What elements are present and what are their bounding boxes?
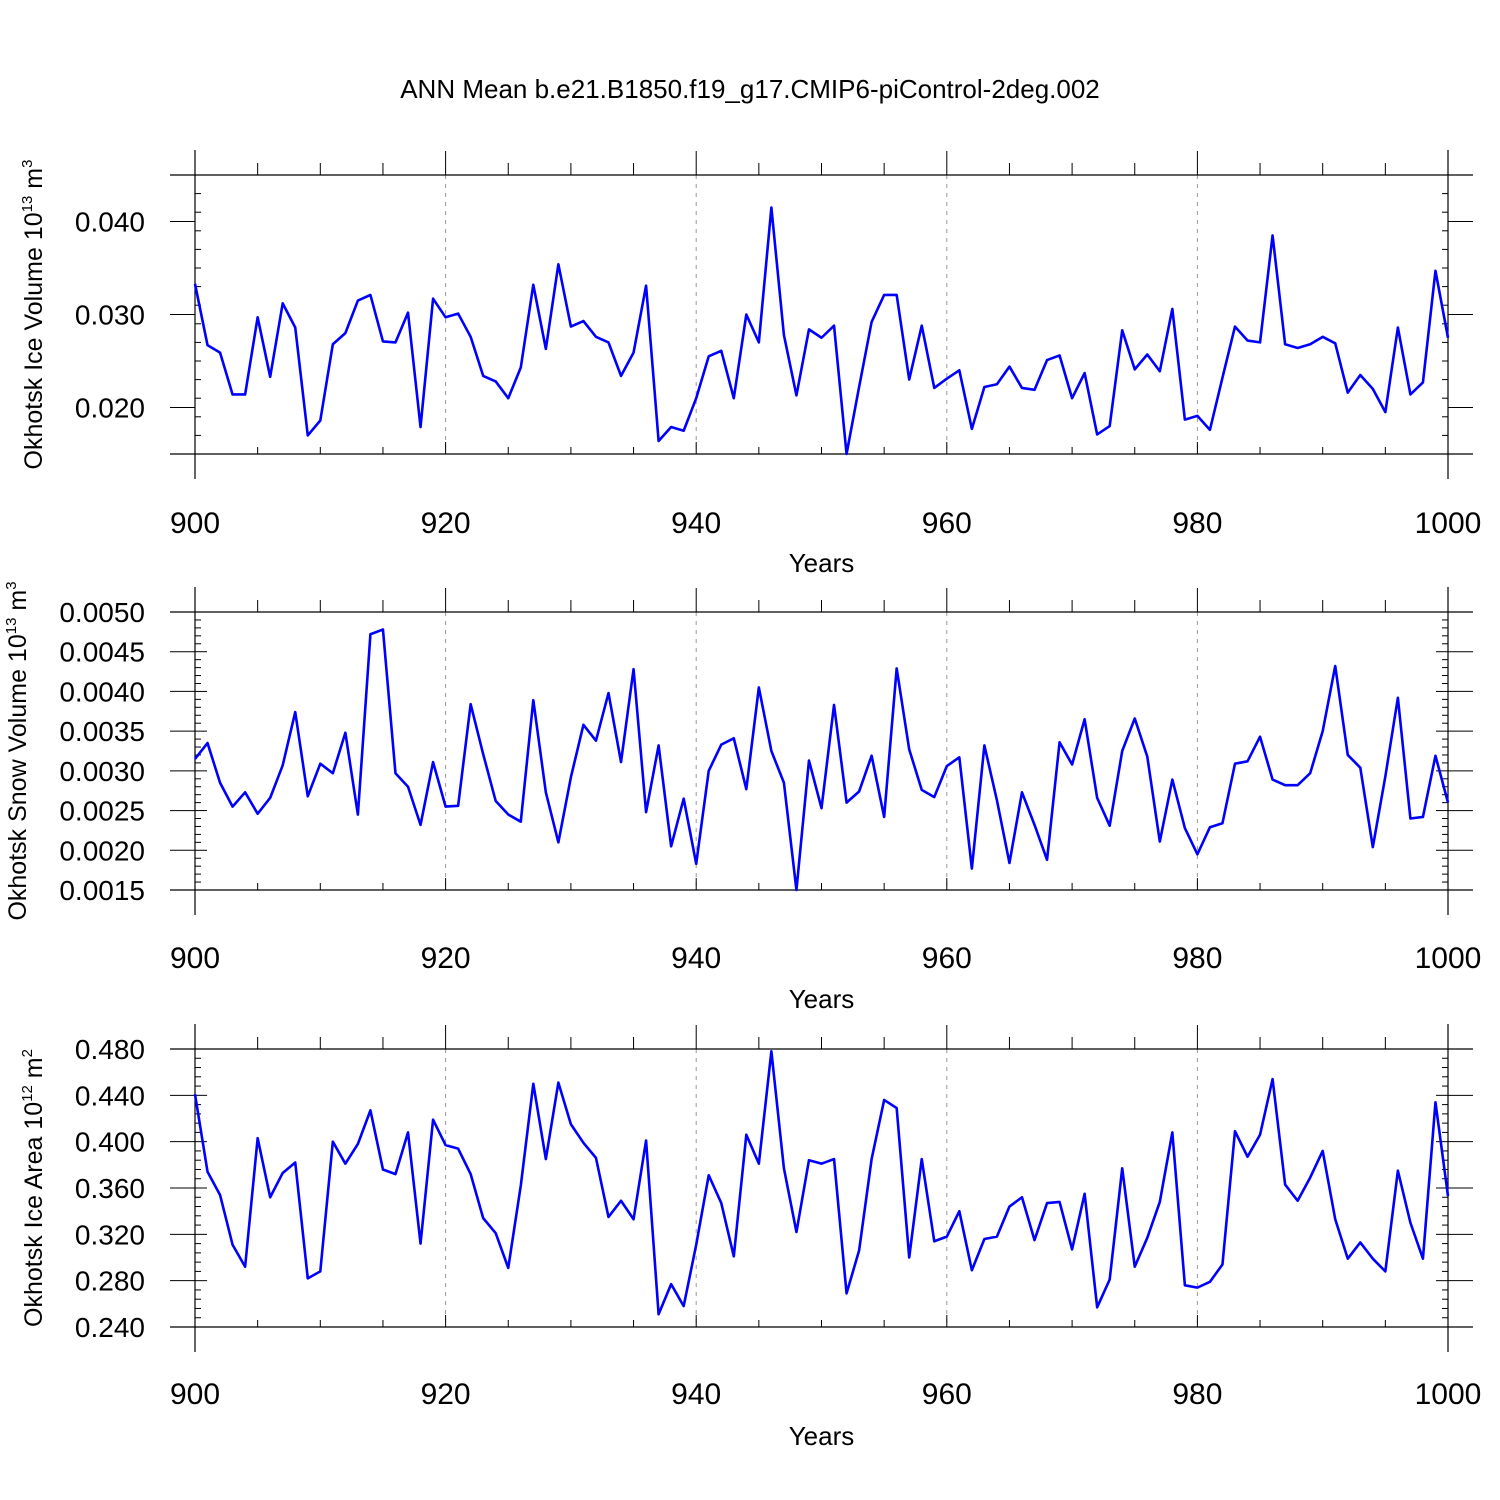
y-axis-title-exponent: 12 xyxy=(19,1085,36,1102)
series-line xyxy=(193,628,1450,892)
x-tick-label: 980 xyxy=(1172,507,1222,540)
x-tick-label: 1000 xyxy=(1415,507,1482,540)
y-axis-title: Okhotsk Ice Volume 1013 m3 xyxy=(19,160,48,470)
x-tick-label: 980 xyxy=(1172,1378,1222,1411)
panel-3: 0.240 0.280 0.320 0.360 0.400 0.440 0.480 900 92… xyxy=(19,1024,1481,1451)
y-axis-title: Okhotsk Snow Volume 1013 m3 xyxy=(3,581,32,920)
y-tick-label: 0.0035 xyxy=(59,716,145,747)
y-tick-label: 0.0025 xyxy=(59,796,145,827)
y-tick-label: 0.020 xyxy=(75,393,145,424)
x-tick-label: 940 xyxy=(671,942,721,975)
x-tick-label: 920 xyxy=(421,942,471,975)
y-axis-title-text: Okhotsk Snow Volume 10 xyxy=(4,634,32,920)
panel-1: 0.020 0.030 0.040 900 920 940 960 980 1000 Years O… xyxy=(19,150,1481,578)
y-tick-label: 0.320 xyxy=(75,1219,145,1250)
x-axis-title: Years xyxy=(789,984,855,1014)
y-tick-label: 0.480 xyxy=(75,1034,145,1065)
y-tick-label: 0.0045 xyxy=(59,637,145,668)
y-tick-label: 0.0015 xyxy=(59,875,145,906)
y-axis-title-unit: m xyxy=(4,590,32,618)
y-tick-label: 0.280 xyxy=(75,1266,145,1297)
y-axis-title-unit-exponent: 2 xyxy=(19,1049,36,1057)
y-tick-label: 0.0040 xyxy=(59,676,145,707)
x-tick-label: 1000 xyxy=(1415,1378,1482,1411)
y-axis-title-unit-exponent: 3 xyxy=(3,581,20,589)
x-tick-label: 920 xyxy=(421,507,471,540)
x-axis-title: Years xyxy=(789,1421,855,1451)
y-tick-label: 0.0020 xyxy=(59,835,145,866)
y-axis-title: Okhotsk Ice Area 1012 m2 xyxy=(19,1049,48,1327)
x-tick-label: 900 xyxy=(170,942,220,975)
y-tick-label: 0.400 xyxy=(75,1127,145,1158)
x-tick-label: 940 xyxy=(671,507,721,540)
x-tick-label: 960 xyxy=(922,507,972,540)
series-line xyxy=(193,206,1450,456)
y-tick-label: 0.440 xyxy=(75,1080,145,1111)
y-axis-title-exponent: 13 xyxy=(3,618,20,635)
x-tick-label: 900 xyxy=(170,1378,220,1411)
y-tick-label: 0.040 xyxy=(75,207,145,238)
y-axis-title-text: Okhotsk Ice Area 10 xyxy=(20,1102,48,1327)
x-tick-label: 980 xyxy=(1172,942,1222,975)
chart-title: ANN Mean b.e21.B1850.f19_g17.CMIP6-piCon… xyxy=(400,74,1100,104)
y-axis-title-unit: m xyxy=(20,1057,48,1085)
y-tick-label: 0.030 xyxy=(75,300,145,331)
y-axis-title-exponent: 13 xyxy=(19,196,36,213)
y-axis-title-unit-exponent: 3 xyxy=(19,160,36,168)
y-axis-title-unit: m xyxy=(20,168,48,196)
y-tick-label: 0.0030 xyxy=(59,756,145,787)
y-axis-title-text: Okhotsk Ice Volume 10 xyxy=(20,212,48,469)
x-tick-label: 960 xyxy=(922,942,972,975)
x-tick-label: 960 xyxy=(922,1378,972,1411)
x-axis-title: Years xyxy=(789,548,855,578)
x-tick-label: 900 xyxy=(170,507,220,540)
x-tick-label: 940 xyxy=(671,1378,721,1411)
panel-2: 0.0015 0.0020 0.0025 0.0030 0.0035 0.0040 0.00… xyxy=(3,581,1481,1014)
y-tick-label: 0.0050 xyxy=(59,597,145,628)
x-tick-label: 1000 xyxy=(1415,942,1482,975)
y-tick-label: 0.240 xyxy=(75,1312,145,1343)
series-line xyxy=(193,1050,1450,1316)
x-tick-label: 920 xyxy=(421,1378,471,1411)
y-tick-label: 0.360 xyxy=(75,1173,145,1204)
